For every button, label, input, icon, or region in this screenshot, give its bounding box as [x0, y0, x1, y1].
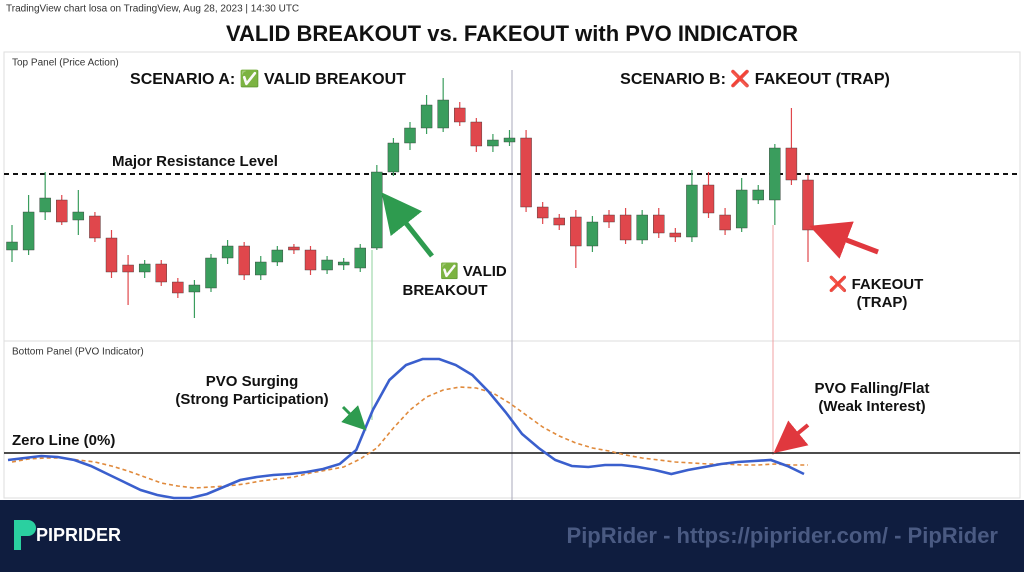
candle-body: [337, 261, 350, 266]
candle-body: [255, 261, 267, 276]
annotation: PVO Falling/Flat: [814, 380, 929, 397]
candle-body: [56, 199, 68, 223]
candle-body: [752, 189, 764, 201]
panel-label: Bottom Panel (PVO Indicator): [12, 347, 144, 358]
candle-body: [437, 99, 449, 129]
resistance-label: Major Resistance Level: [112, 153, 278, 170]
candle-body: [487, 139, 499, 147]
candle-body: [138, 263, 151, 273]
arrow: [341, 405, 367, 431]
annotation: (Weak Interest): [818, 398, 925, 415]
candle-body: [122, 264, 134, 273]
candle-body: [105, 237, 118, 273]
candle-body: [22, 211, 35, 251]
candle-body: [802, 179, 814, 231]
annotation: (TRAP): [857, 294, 908, 311]
annotation: PVO Surging: [206, 373, 299, 390]
scenario-label: SCENARIO A: ✅ VALID BREAKOUT: [130, 69, 406, 88]
scenario-label: SCENARIO B: ❌ FAKEOUT (TRAP): [620, 69, 890, 88]
candle-body: [686, 184, 698, 238]
candle-body: [653, 214, 665, 234]
zero-label: Zero Line (0%): [12, 432, 115, 449]
annotation: BREAKOUT: [403, 282, 488, 299]
arrow: [381, 192, 434, 258]
watermark: PipRider - https://piprider.com/ - PipRi…: [567, 523, 999, 548]
candle-body: [719, 214, 731, 231]
annotation: ❌ FAKEOUT: [829, 275, 924, 293]
pvo-line: [7, 357, 805, 500]
candle-body: [188, 284, 201, 293]
candle-body: [586, 221, 599, 247]
candle-body: [354, 247, 366, 269]
candle-body: [205, 257, 217, 289]
candle-body: [603, 214, 615, 223]
panel-label: Top Panel (Price Action): [12, 58, 119, 69]
source-text: TradingView chart losa on TradingView, A…: [6, 4, 299, 15]
candle-body: [735, 189, 748, 229]
title: VALID BREAKOUT vs. FAKEOUT with PVO INDI…: [226, 21, 798, 46]
candle-body: [371, 171, 383, 249]
candle-body: [503, 137, 516, 143]
candle-body: [520, 137, 532, 208]
candle-body: [288, 246, 300, 251]
candle-body: [570, 216, 582, 247]
footer: [0, 500, 1024, 572]
candle-body: [636, 214, 648, 241]
candle-body: [221, 245, 234, 259]
candle-body: [785, 147, 798, 181]
pvo-line: [11, 386, 808, 489]
candle-body: [470, 121, 483, 147]
arrow: [773, 420, 810, 454]
candle-body: [321, 259, 333, 271]
candle-body: [6, 241, 18, 251]
candle-body: [404, 127, 416, 144]
brand: PIPRIDER: [36, 525, 121, 545]
candle-body: [387, 142, 400, 173]
candle-body: [39, 197, 51, 213]
candle-body: [702, 184, 715, 214]
annotation: ✅ VALID: [440, 262, 507, 280]
candle-body: [619, 214, 632, 241]
candle-body: [553, 217, 565, 226]
logo: [14, 520, 36, 550]
candle-body: [238, 245, 250, 276]
candle-body: [172, 281, 184, 294]
arrow: [809, 221, 879, 259]
candle-body: [454, 107, 466, 123]
candle-body: [669, 232, 682, 238]
candle-body: [89, 215, 101, 239]
candle-body: [420, 104, 433, 129]
candle-body: [155, 263, 167, 283]
candle-body: [769, 147, 781, 201]
candle-body: [304, 249, 317, 271]
candle-body: [536, 206, 549, 219]
annotation: (Strong Participation): [175, 391, 328, 408]
candle-body: [271, 249, 284, 263]
candle-body: [72, 211, 85, 221]
